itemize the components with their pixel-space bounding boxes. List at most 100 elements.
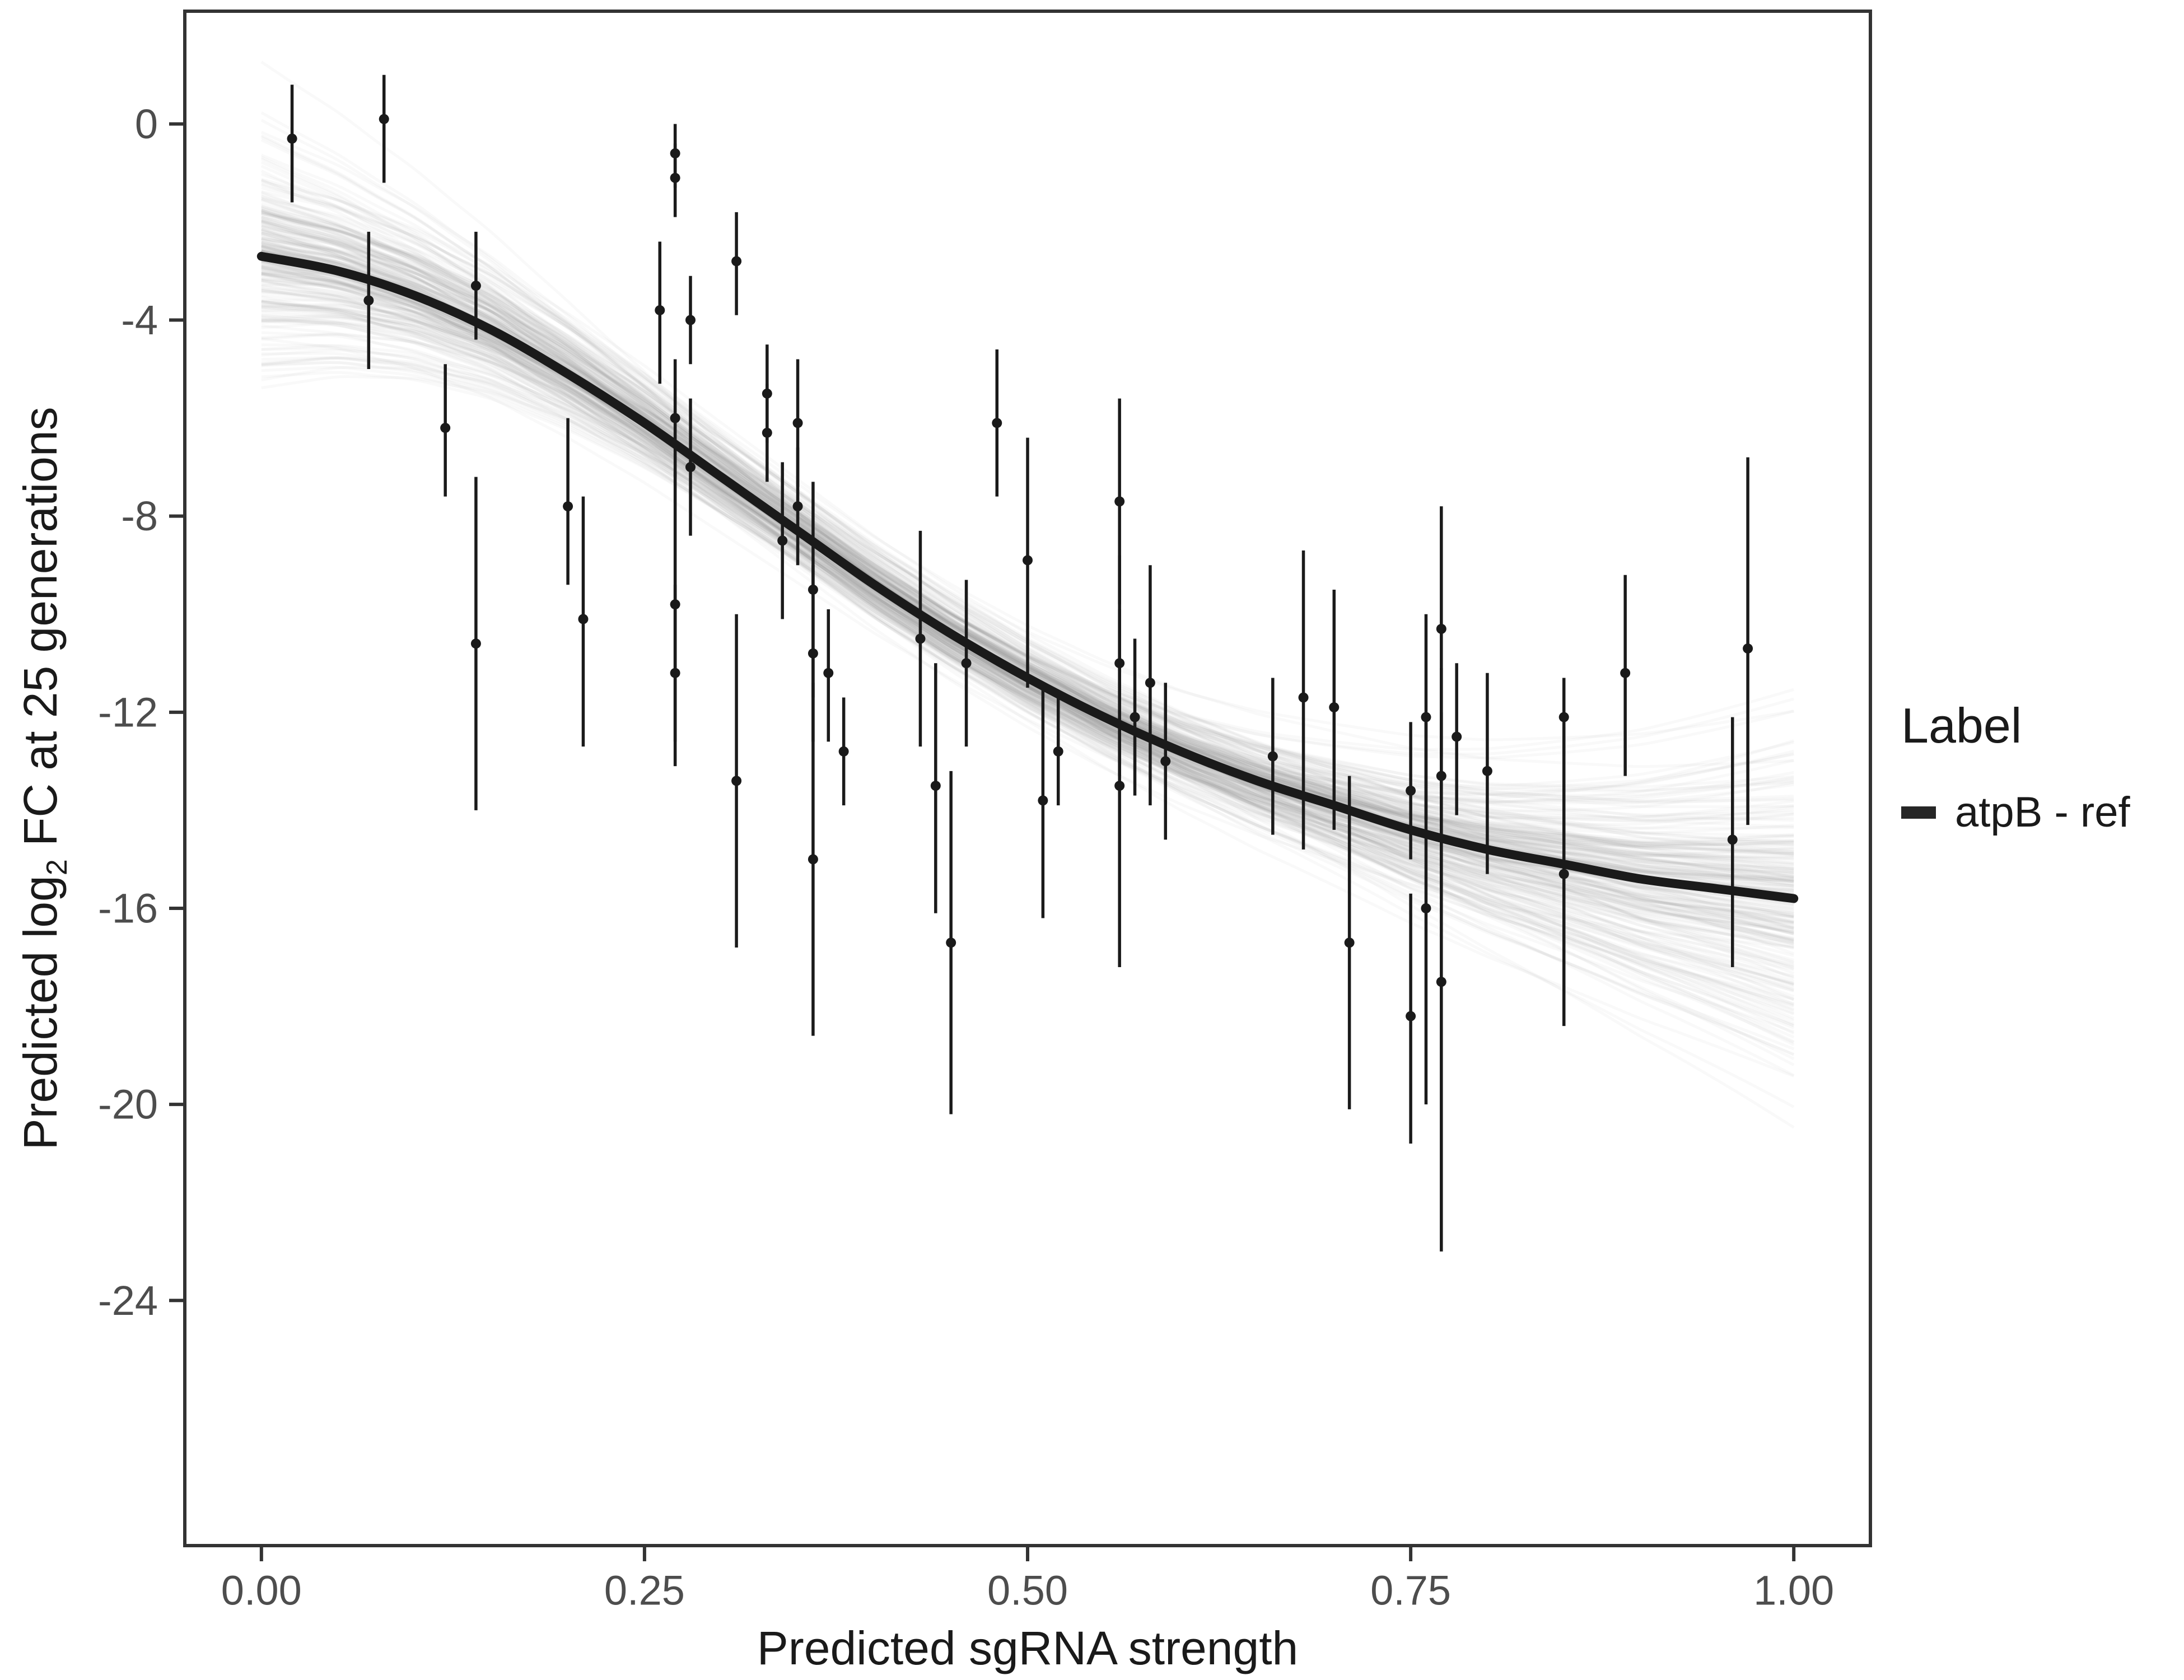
data-point [1023,555,1033,566]
uncertainty-curve [261,259,1794,948]
uncertainty-curve [261,220,1794,844]
uncertainty-curve [260,136,1794,756]
uncertainty-curve [261,274,1794,878]
y-tick-label: -20 [98,1081,158,1128]
uncertainty-curve [261,232,1794,809]
data-point [1329,702,1340,713]
uncertainty-curve [261,314,1794,986]
uncertainty-curve [260,198,1794,835]
uncertainty-curve [261,190,1794,987]
uncertainty-curve [261,236,1794,943]
data-point [1160,756,1171,767]
uncertainty-curve [261,219,1794,895]
data-point [1298,692,1309,703]
uncertainty-curve [261,296,1794,892]
y-axis-title-subscript: 2 [40,859,73,876]
uncertainty-curve [261,183,1794,855]
uncertainty-curve [261,206,1794,890]
y-axis-title-suffix: FC at 25 generations [14,407,67,860]
uncertainty-curve [261,180,1794,870]
data-point [808,584,818,595]
uncertainty-curve [261,231,1794,935]
uncertainty-curve [261,223,1794,918]
data-point [563,501,573,512]
uncertainty-curve [261,248,1794,942]
data-point [731,256,742,267]
uncertainty-curve [261,282,1795,1066]
legend-item: atpB - ref [1901,788,2181,837]
uncertainty-curve [260,172,1794,741]
data-point [1436,977,1446,987]
uncertainty-curve [261,241,1794,949]
uncertainty-curve [261,316,1795,1035]
y-axis-title: Predicted log2 FC at 25 generations [13,407,74,1150]
uncertainty-curve [261,273,1794,972]
uncertainty-curve [261,371,1795,1011]
uncertainty-curve [261,300,1795,1033]
panel-background [185,11,1870,1546]
uncertainty-curve [261,266,1794,804]
uncertainty-curve [261,307,1795,1025]
data-point [1130,712,1140,722]
data-point [1743,643,1753,654]
uncertainty-curve [261,246,1794,870]
uncertainty-curve [261,208,1794,865]
uncertainty-curve [260,134,1794,751]
uncertainty-curve [261,356,1795,1039]
axis-ticks: 0.00 0.25 0.50 0.75 1.00 0 -4 -8 -12 -16 -20 -24 [98,101,1834,1614]
uncertainty-curve [261,272,1794,888]
uncertainty-curve [261,220,1794,858]
data-point [655,305,665,315]
y-tick-label: -16 [98,885,158,931]
y-tick-label: -12 [98,689,158,735]
data-point [1344,937,1355,948]
uncertainty-curve [261,208,1794,930]
uncertainty-curve [261,212,1794,929]
uncertainty-curve [261,263,1794,854]
y-tick-label: 0 [135,101,158,147]
uncertainty-curve [261,314,1794,936]
data-point [1436,624,1446,634]
uncertainty-curve [261,303,1795,1020]
uncertainty-curve [261,257,1794,847]
data-point [685,315,696,325]
data-point [1145,678,1155,688]
uncertainty-curve [260,179,1794,827]
x-axis-title: Predicted sgRNA strength [757,1622,1299,1674]
uncertainty-curve [261,243,1794,962]
data-point [762,388,772,399]
uncertainty-curve [261,272,1794,903]
data-point [578,614,589,624]
data-point [930,781,941,791]
uncertainty-curve [261,209,1794,855]
data-point [363,295,374,306]
y-tick-label: -24 [98,1277,158,1324]
uncertainty-curve [261,344,1795,1044]
uncertainty-curve [261,320,1794,957]
data-point [1558,869,1569,879]
data-point [792,501,803,512]
uncertainty-curve [261,305,1795,1056]
uncertainty-curve [261,218,1794,934]
uncertainty-curve [261,207,1794,802]
data-point [1452,731,1462,742]
uncertainty-curve [261,311,1794,993]
data-point [379,114,389,124]
uncertainty-curve [261,214,1794,857]
y-tick-label: -4 [121,297,158,343]
uncertainty-curve [261,303,1794,943]
uncertainty-curve [261,366,1795,1129]
uncertainty-curve [261,254,1794,861]
uncertainty-curve [261,225,1794,941]
data-point [961,658,972,669]
y-tick-label: -8 [121,493,158,539]
uncertainty-curve [261,230,1794,883]
data-point [808,648,818,659]
uncertainty-curve [261,186,1794,898]
data-point [1727,834,1738,845]
uncertainty-curve [261,300,1795,1078]
uncertainty-curve [261,195,1794,978]
data-point [1620,668,1631,678]
uncertainty-curve [261,356,1795,1056]
